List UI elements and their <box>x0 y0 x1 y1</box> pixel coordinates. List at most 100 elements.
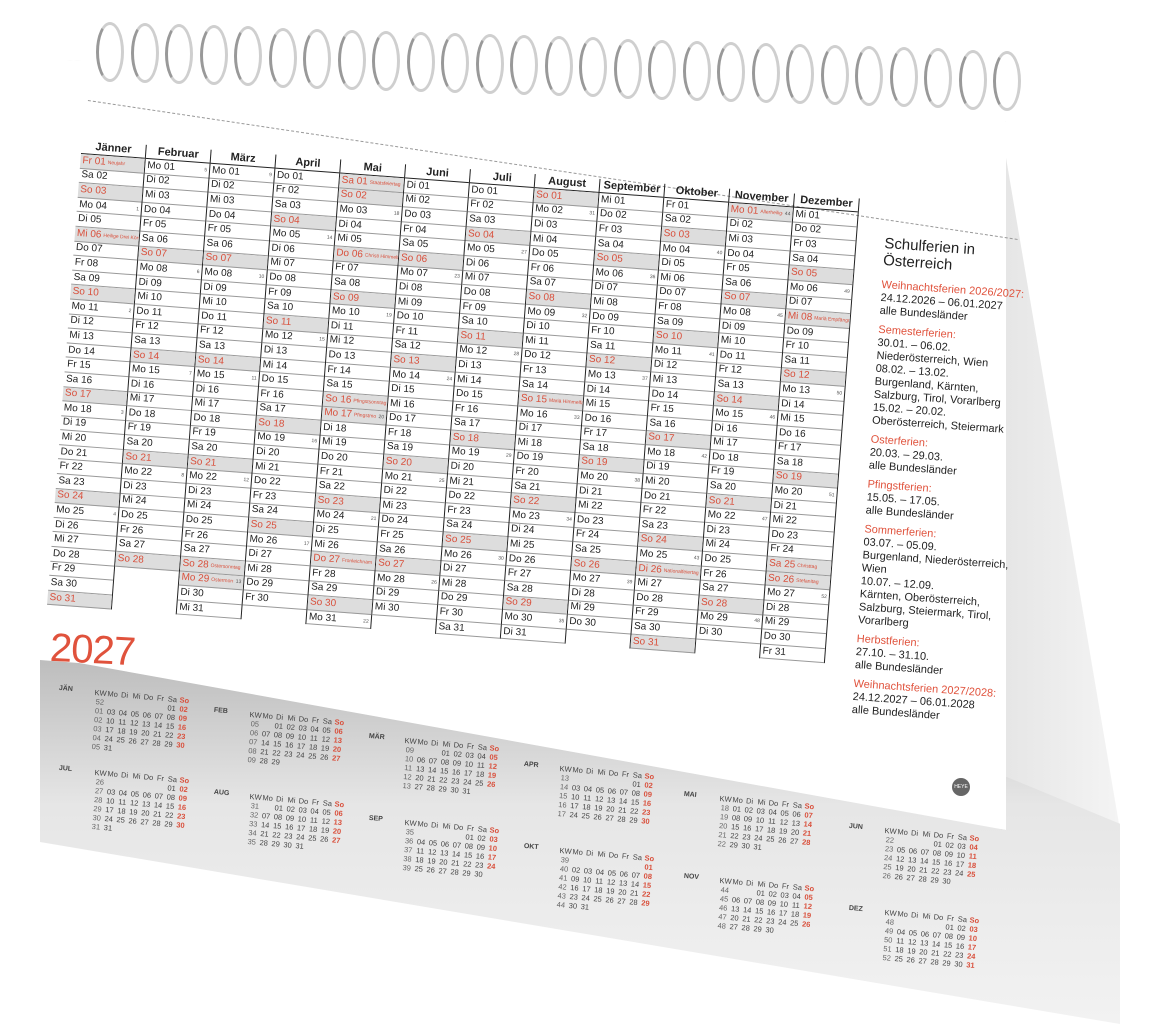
day-label: Do 18 <box>711 451 740 465</box>
day-cell <box>125 825 138 835</box>
day-label: Mi 17 <box>712 436 738 450</box>
day-cell <box>173 829 186 839</box>
day-cell: 24 <box>954 868 964 878</box>
day-label: Do 28 <box>52 547 80 561</box>
mini-month-label: JÄN <box>58 684 74 694</box>
mini-month-table: KW Mo Di Mi Do Fr Sa So 39 01 40 02 03 04 05 06 07 08 41 09… <box>555 846 656 917</box>
day-label: Di 04 <box>338 218 363 231</box>
day-label: Fr 08 <box>74 256 99 270</box>
day-label: Fr 23 <box>446 504 471 518</box>
day-label: Do 28 <box>635 591 664 605</box>
holiday-section: Weihnachtsferien 2027/2028: 24.12.2027 – … <box>851 678 1003 727</box>
day-label: Sa 04 <box>791 252 819 266</box>
day-label: So 11 <box>460 329 487 343</box>
day-cell: 29 <box>628 815 639 825</box>
day-cell: 30 <box>175 820 185 831</box>
day-label: Sa 24 <box>445 518 473 532</box>
day-label: Mo 27 <box>572 572 601 586</box>
day-label: Di 05 <box>77 213 102 226</box>
day-label: Di 17 <box>518 421 543 435</box>
day-cell: 26 <box>128 736 138 746</box>
day-label: So 03 <box>663 227 691 241</box>
weekday-header: Fr <box>621 851 630 862</box>
day-label: So 04 <box>467 227 495 241</box>
holiday-label: Pfingstsonntag <box>353 397 387 407</box>
day-label: Fr 26 <box>184 528 209 542</box>
holiday-section: Semesterferien: 30.01. – 06.02. Niederöste… <box>872 324 1029 438</box>
day-label: Di 09 <box>138 276 163 289</box>
weekday-header: Mi <box>922 829 931 839</box>
day-label: Do 30 <box>763 630 791 644</box>
day-cell <box>114 824 127 834</box>
day-cell: 29 <box>753 924 763 934</box>
day-label: Sa 17 <box>453 416 481 430</box>
week-number: 38 <box>634 477 641 484</box>
day-label: Di 29 <box>375 586 400 600</box>
day-label: Di 01 <box>406 179 431 192</box>
day-label: Sa 31 <box>438 620 466 634</box>
day-label: Sa 30 <box>50 576 78 590</box>
day-label: Mi 07 <box>269 256 296 270</box>
day-cell <box>114 744 127 754</box>
day-label: Di 31 <box>502 625 528 639</box>
weekday-header: Mo <box>572 847 584 857</box>
week-number: 36 <box>649 273 656 281</box>
day-cell: 29 <box>271 839 281 849</box>
mini-month-label: OKT <box>523 842 539 852</box>
day-label: So 28 <box>700 596 728 610</box>
day-label: Di 07 <box>788 295 813 309</box>
day-label: Di 25 <box>315 523 340 537</box>
day-label: Fr 28 <box>311 567 336 581</box>
day-label: Fr 09 <box>462 300 487 314</box>
day-label: Sa 27 <box>118 538 146 552</box>
day-label: Mo 26 <box>249 533 278 547</box>
day-cell: 31 <box>753 842 763 852</box>
day-label: Di 14 <box>780 397 805 411</box>
day-label: Do 07 <box>75 242 103 256</box>
holiday-section: Osterferien: 20.03. – 29.03. alle Bundeslä… <box>868 434 1020 483</box>
day-cell: 27 <box>140 737 150 747</box>
day-cell <box>775 844 788 854</box>
mini-month-label: JUN <box>848 822 864 832</box>
day-cell: 28 <box>151 818 162 828</box>
day-label: Mo 04 <box>662 242 691 256</box>
day-cell: 25 <box>593 894 603 904</box>
day-cell: 28 <box>930 957 940 967</box>
day-cell: 26 <box>486 779 496 790</box>
day-label: Fr 17 <box>583 426 608 440</box>
day-label: Sa 29 <box>310 581 338 595</box>
week-number: 46 <box>769 414 776 421</box>
day-label: Do 27 <box>312 552 341 566</box>
day-cell <box>590 903 603 913</box>
day-label: Fr 19 <box>710 465 735 479</box>
day-label: Mo 11 <box>71 300 99 314</box>
day-label: Mi 07 <box>464 271 490 285</box>
day-cell: 27 <box>729 922 739 932</box>
day-label: So 19 <box>580 455 608 469</box>
day-cell: 27 <box>331 835 341 846</box>
day-label: So 12 <box>783 368 810 382</box>
day-label: Fr 05 <box>725 261 750 275</box>
day-cell: 24 <box>295 750 305 760</box>
day-label: Mi 16 <box>389 397 415 411</box>
day-label: Do 11 <box>135 305 163 319</box>
weekday-header: Mo <box>262 793 274 803</box>
day-label: Sa 03 <box>468 213 496 227</box>
day-cell: 25 <box>894 954 904 964</box>
day-label: Sa 05 <box>401 237 429 251</box>
day-label: Do 10 <box>396 310 424 324</box>
day-cell: 30 <box>765 925 775 935</box>
weekday-header: Do <box>143 692 154 703</box>
binding-ring <box>337 29 366 90</box>
day-label: Sa 16 <box>65 373 93 387</box>
day-cell <box>763 843 776 853</box>
week-number: 28 <box>513 351 520 358</box>
weekday-header: Do <box>608 768 619 779</box>
mini-month-10: OKT KW Mo Di Mi Do Fr Sa So 39 01 40 02 03 04 05 06 07 08 4… <box>524 843 656 917</box>
day-cell: 26 <box>128 816 138 826</box>
day-label: Di 21 <box>773 499 798 513</box>
mini-month-7: JUL KW Mo Di Mi Do Fr Sa So 26 01 02 27 03 04 05 06 07 08 0… <box>59 765 191 839</box>
mini-month-label: DEZ <box>848 904 864 914</box>
day-label: Mo 11 <box>654 344 683 358</box>
day-label: Mi 28 <box>246 562 273 576</box>
